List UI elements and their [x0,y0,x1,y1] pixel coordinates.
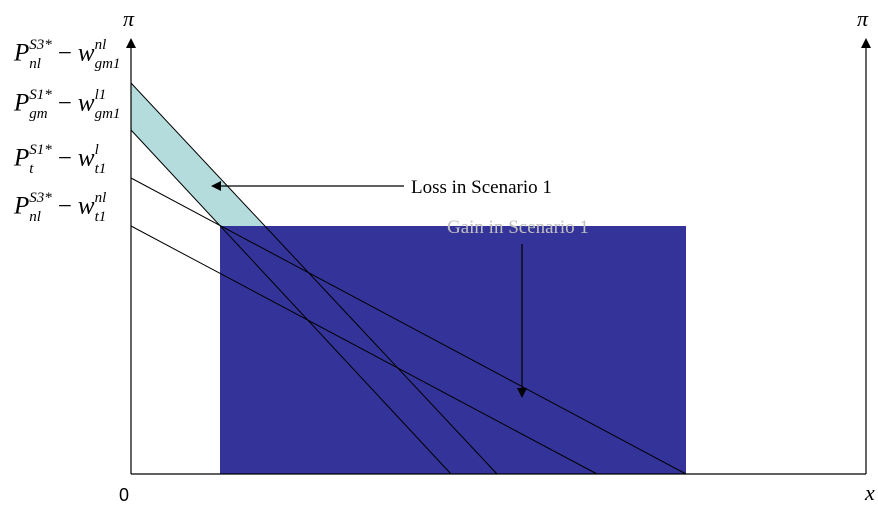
loss-label: Loss in Scenario 1 [411,177,552,198]
axis-symbol-right: π [857,6,869,31]
axis-symbol-left: π [123,6,135,31]
demand-line-1 [130,82,498,475]
origin-label: 0 [119,485,129,505]
price-label-3: P S1* t − w l t1 [14,142,107,177]
gain-label: Gain in Scenario 1 [447,217,589,238]
demand-line-2 [130,129,452,475]
demand-line-3 [130,177,687,475]
price-label-4: P S3* nl − w nl t1 [14,190,107,225]
price-label-1: P S3* nl − w nl gm1 [14,37,121,72]
demand-line-4 [130,225,598,475]
price-label-2: P S1* gm − w l1 gm1 [14,87,121,122]
x-axis-label: x [864,480,875,505]
